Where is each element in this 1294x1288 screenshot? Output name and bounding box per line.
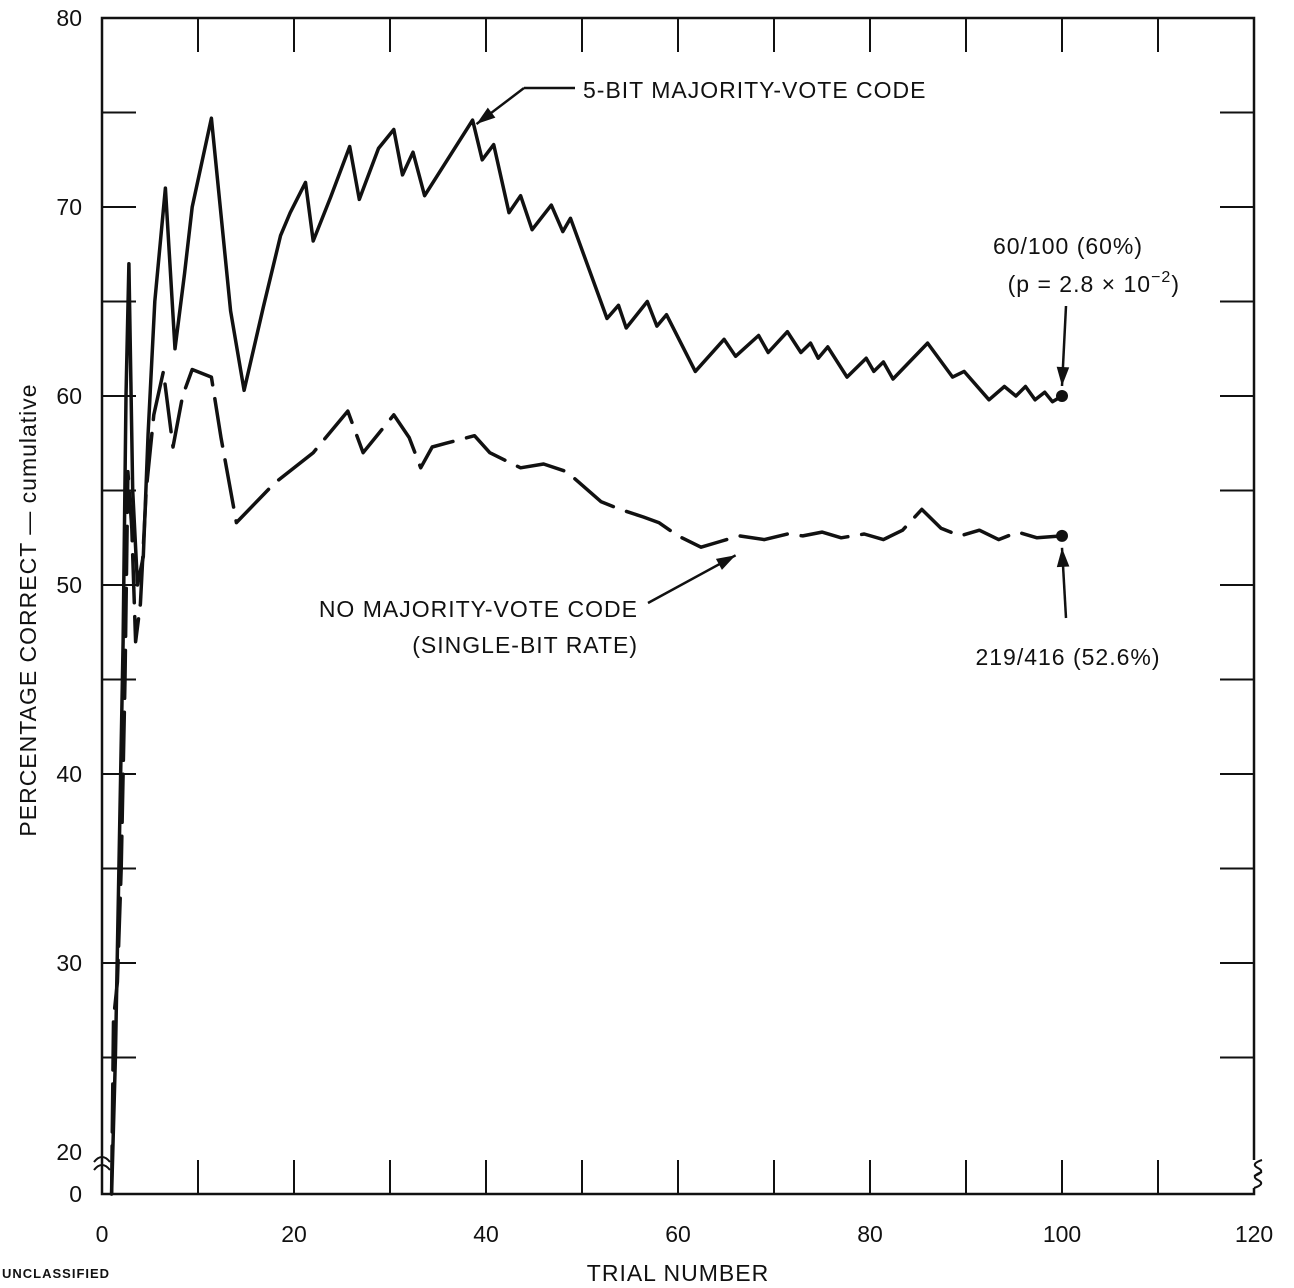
unclassified-label: UNCLASSIFIED <box>2 1266 110 1281</box>
x-tick-label: 20 <box>281 1221 307 1247</box>
plot-frame <box>100 16 1256 1196</box>
axis-breaks <box>93 1156 1263 1189</box>
annotation-60-line2: (p = 2.8 × 10−2) <box>1008 269 1180 297</box>
annotation-no-majority-line2: (SINGLE-BIT RATE) <box>412 632 638 658</box>
x-tick-label: 120 <box>1235 1221 1273 1247</box>
y-tick-label: 80 <box>56 5 82 31</box>
y-tick-label: 0 <box>69 1181 82 1207</box>
axis-break-left <box>93 1156 111 1171</box>
y-tick-label: 40 <box>56 761 82 787</box>
x-tick-label: 80 <box>857 1221 883 1247</box>
y-axis-title: PERCENTAGE CORRECT — cumulative <box>15 383 41 836</box>
annotation-60-closing: ) <box>1171 271 1180 297</box>
arrow-majority-vote-head <box>476 107 496 125</box>
y-tick-label: 20 <box>56 1139 82 1165</box>
annotation-60-line1: 60/100 (60%) <box>993 233 1143 259</box>
x-tick-label: 100 <box>1043 1221 1081 1247</box>
y-axis-ticks: 0 20 30 40 50 60 70 80 <box>56 5 1254 1207</box>
annotation-52-6: 219/416 (52.6%) <box>975 644 1160 670</box>
endpoint-majority-vote <box>1056 390 1068 402</box>
x-axis-ticks: 0 20 40 60 80 100 120 <box>96 18 1273 1247</box>
annotation-60-line2-text: (p = 2.8 × 10 <box>1008 271 1151 297</box>
arrow-no-majority-head <box>715 555 736 570</box>
x-tick-label: 40 <box>473 1221 499 1247</box>
endpoint-single-bit <box>1056 529 1068 542</box>
x-tick-label: 0 <box>96 1221 109 1247</box>
y-tick-label: 70 <box>56 194 82 220</box>
series-line-single-bit <box>109 367 1064 1196</box>
y-tick-label: 30 <box>56 950 82 976</box>
annotation-majority-vote: 5-BIT MAJORITY-VOTE CODE <box>583 77 927 103</box>
annotations: 5-BIT MAJORITY-VOTE CODE NO MAJORITY-VOT… <box>319 77 1180 670</box>
annotation-60-exponent: −2 <box>1151 269 1171 286</box>
y-tick-label: 50 <box>56 572 82 598</box>
series-layer <box>109 116 1068 1196</box>
series-line-majority-vote <box>109 116 1064 1196</box>
annotation-no-majority-line1: NO MAJORITY-VOTE CODE <box>319 596 638 622</box>
arrow-60-head <box>1056 366 1070 386</box>
y-tick-label: 60 <box>56 383 82 409</box>
x-axis-title: TRIAL NUMBER <box>587 1260 769 1286</box>
arrow-52-6-head <box>1056 547 1070 568</box>
axis-break-right-2 <box>1253 1171 1263 1189</box>
x-tick-label: 60 <box>665 1221 691 1247</box>
axis-break-gap <box>1250 1160 1258 1188</box>
